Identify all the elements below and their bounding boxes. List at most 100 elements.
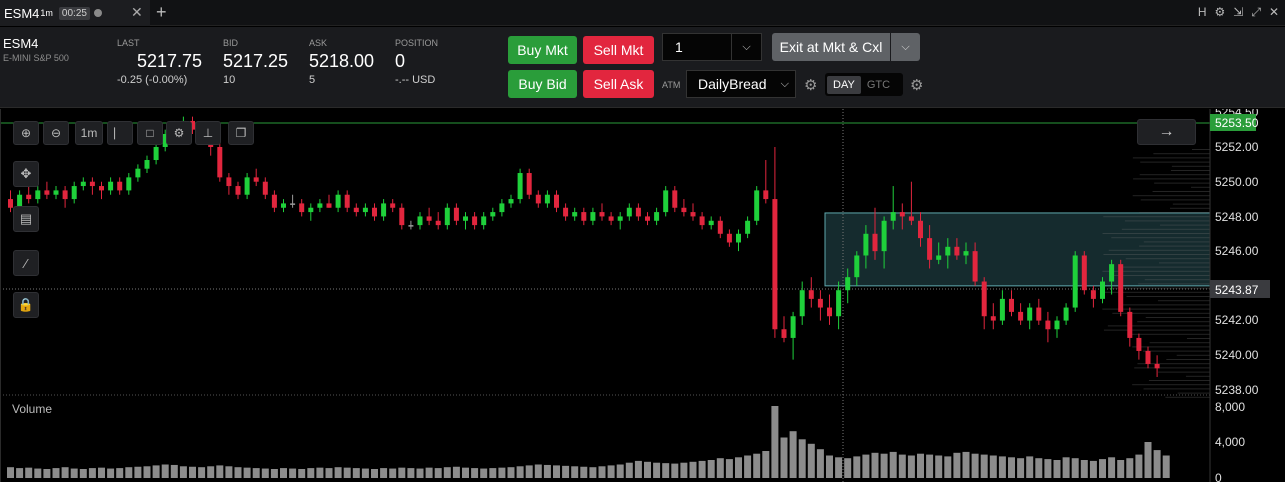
lock-icon[interactable]: 🔒	[13, 292, 39, 318]
tif-day[interactable]: DAY	[827, 75, 861, 94]
chart-type-icon[interactable]: ⎸	[107, 121, 133, 145]
candle-body	[253, 177, 259, 182]
candle-body	[654, 212, 660, 221]
gear-icon[interactable]: ⚙	[1214, 5, 1226, 19]
volume-bar	[698, 460, 706, 478]
candle-body	[754, 190, 760, 221]
candle-body	[190, 120, 195, 130]
candle-body	[162, 133, 168, 147]
candle-body	[144, 160, 150, 169]
indicators-icon[interactable]: ⊥	[195, 121, 221, 145]
volume-profile-bar	[1170, 170, 1210, 171]
interval-button[interactable]: 1m	[75, 121, 103, 145]
candle-body	[945, 246, 951, 256]
volume-bar	[16, 468, 24, 478]
price-tick-label: 5252.00	[1215, 140, 1259, 154]
candle-body	[981, 281, 987, 317]
volume-bar	[771, 406, 779, 478]
candle-body	[80, 181, 86, 187]
candle-body	[417, 216, 423, 226]
price-chart[interactable]: 5254.505252.005250.005248.005246.005244.…	[0, 105, 1285, 482]
volume-profile-bar	[1159, 224, 1210, 226]
tab-interval: 1m	[40, 8, 53, 18]
scroll-to-latest-arrow-icon[interactable]: →	[1137, 119, 1196, 145]
bid-block: BID 5217.25 10	[223, 38, 288, 86]
add-tab-icon[interactable]: +	[156, 2, 167, 22]
atm-gear-icon[interactable]: ⚙	[804, 77, 818, 94]
candle-body	[544, 194, 550, 204]
order-list-icon[interactable]: ▤	[13, 206, 39, 232]
quantity-select[interactable]: 1 ⌵	[662, 33, 762, 61]
volume-bar	[507, 467, 515, 478]
candle-body	[117, 181, 123, 191]
tif-gtc[interactable]: GTC	[866, 78, 891, 91]
close-icon[interactable]: ✕	[131, 4, 143, 20]
chart-settings-gear-icon[interactable]: ⚙	[166, 121, 192, 145]
candle-body	[390, 203, 396, 208]
chart-area[interactable]: 5254.505252.005250.005248.005246.005244.…	[0, 105, 1285, 482]
crosshair-icon[interactable]: ✥	[13, 161, 39, 187]
close-window-icon[interactable]: ✕	[1268, 5, 1279, 19]
volume-profile-bar	[1121, 228, 1210, 230]
volume-profile-bar	[1139, 245, 1210, 247]
candle-body	[217, 147, 223, 178]
tab-bar: ESM4 1m 00:25 ✕ + H ⚙ ⇲ ⤢ ✕	[0, 0, 1285, 26]
volume-bar	[534, 464, 542, 478]
volume-profile-bar	[1157, 300, 1210, 302]
buy-bid-button[interactable]: Buy Bid	[508, 70, 577, 98]
selection-icon[interactable]: □	[137, 121, 163, 145]
volume-bar	[1035, 458, 1043, 478]
candle-body	[708, 220, 714, 226]
candle-body	[626, 207, 632, 217]
sell-mkt-button[interactable]: Sell Mkt	[583, 36, 654, 64]
zoom-in-icon[interactable]: ⊕	[13, 121, 39, 145]
volume-bar	[61, 467, 69, 478]
maximize-icon[interactable]: ⤢	[1251, 5, 1261, 19]
volume-bar	[926, 454, 934, 478]
zoom-out-icon[interactable]: ⊖	[43, 121, 69, 145]
candle-body	[663, 190, 669, 213]
candle-body	[317, 203, 323, 208]
volume-bar	[398, 467, 406, 478]
candle-body	[1090, 290, 1096, 299]
hotkey-icon[interactable]: H	[1197, 5, 1207, 19]
candle-body	[526, 173, 532, 195]
candle-body	[381, 203, 387, 217]
tif-gear-icon[interactable]: ⚙	[910, 77, 924, 94]
draw-line-icon[interactable]: ∕	[13, 250, 39, 276]
position-block: POSITION 0 -.-- USD	[395, 38, 438, 86]
layout-icon[interactable]: ❐	[228, 121, 254, 145]
candle-body	[89, 181, 95, 187]
price-tick-label: 5248.00	[1215, 210, 1259, 224]
volume-bar	[1053, 460, 1061, 478]
atm-strategy-select[interactable]: DailyBread ⌵	[686, 70, 796, 98]
volume-bar	[216, 465, 224, 478]
candle-body	[126, 177, 132, 191]
volume-bar	[416, 468, 424, 478]
chevron-down-icon[interactable]: ⌵	[731, 34, 761, 60]
volume-bar	[443, 467, 451, 478]
volume-bar	[471, 468, 479, 478]
time-in-force-toggle[interactable]: DAY GTC	[825, 73, 903, 96]
candle-body	[326, 203, 332, 208]
volume-bar	[25, 467, 33, 478]
candle-body	[763, 190, 769, 200]
candle-body	[1072, 255, 1078, 308]
volume-bar	[744, 455, 752, 478]
volume-bar	[161, 464, 169, 478]
candle-body	[517, 173, 523, 200]
exit-at-mkt-button[interactable]: Exit at Mkt & Cxl	[772, 33, 890, 61]
volume-bar	[880, 453, 888, 478]
candle-body	[799, 290, 805, 317]
volume-profile-bar	[1120, 304, 1210, 306]
tab-timer: 00:25	[58, 6, 90, 20]
candle-body	[936, 255, 942, 260]
symbol[interactable]: ESM4	[3, 36, 39, 51]
volume-bar	[716, 458, 724, 478]
sell-ask-button[interactable]: Sell Ask	[583, 70, 654, 98]
buy-mkt-button[interactable]: Buy Mkt	[508, 36, 577, 64]
popout-icon[interactable]: ⇲	[1233, 5, 1244, 19]
tab-esm4[interactable]: ESM4 1m 00:25 ✕	[0, 0, 150, 26]
exit-dropdown-chevron-icon[interactable]: ⌵	[891, 33, 920, 61]
volume-bar	[143, 466, 151, 478]
